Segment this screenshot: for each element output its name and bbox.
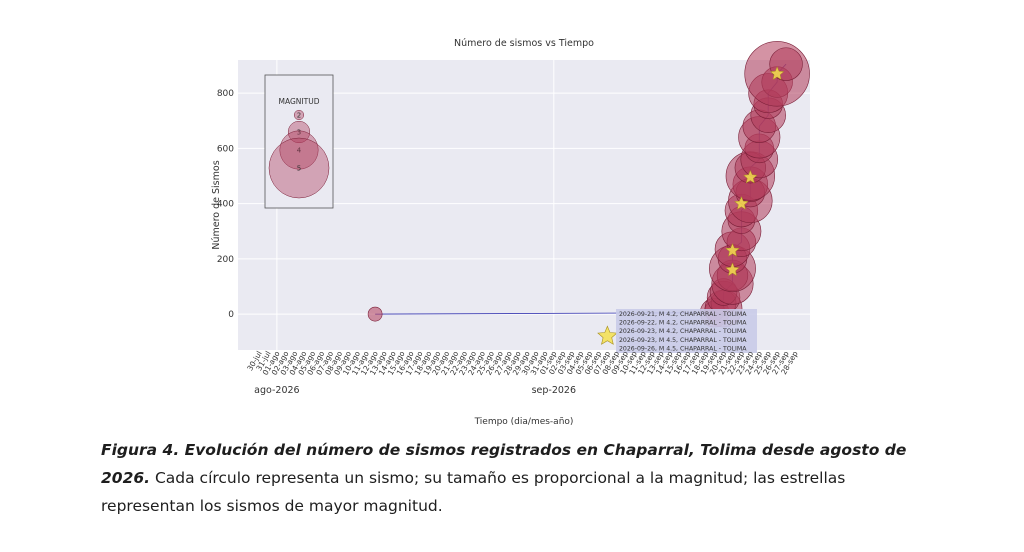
- legend-star: [597, 325, 618, 345]
- y-tick-label: 0: [228, 310, 234, 320]
- y-tick-label: 200: [217, 255, 234, 265]
- annotation-line: 2026-09-21, M 4.2, CHAPARRAL - TOLIMA: [619, 311, 747, 318]
- y-axis-label: Número de Sismos: [211, 160, 222, 249]
- legend-circle: [279, 130, 319, 170]
- legend-label: 4: [297, 147, 302, 155]
- x-tick-labels: 30-jul31-jul01-ago02-ago03-ago04-ago05-a…: [245, 349, 799, 396]
- legend-circle: [287, 120, 311, 144]
- legend-label: 3: [297, 129, 301, 137]
- chart-title: Número de sismos vs Tiempo: [454, 38, 594, 49]
- seismic-chart: Número de sismos vs Tiempo MAGNITUD2345 …: [211, 38, 810, 427]
- month-label: sep-2026: [532, 385, 576, 396]
- caption-title: Figura 4. Evolución del número de sismos…: [101, 441, 907, 487]
- y-tick-label: 800: [217, 89, 234, 99]
- legend-label: 5: [297, 165, 301, 173]
- legend-circle: [268, 137, 330, 199]
- figure-caption: Figura 4. Evolución del número de sismos…: [101, 436, 931, 520]
- y-tick-labels: 0 200 400 600 800: [217, 89, 234, 320]
- y-tick-label: 600: [217, 144, 234, 154]
- x-axis-label: Tiempo (dia/mes-año): [474, 417, 574, 427]
- y-tick-label: 400: [217, 200, 234, 210]
- star-marker: [743, 169, 758, 184]
- seismic-point: [367, 306, 383, 322]
- caption-text: Cada círculo representa un sismo; su tam…: [101, 469, 846, 515]
- legend-circle: [293, 109, 305, 121]
- star-marker: [725, 242, 740, 257]
- month-label: ago-2026: [254, 385, 299, 396]
- star-marker: [769, 66, 785, 81]
- data-marks: [367, 41, 810, 345]
- annotation-background: [616, 309, 757, 353]
- annotation-line: 2026-09-22, M 4.2, CHAPARRAL - TOLIMA: [619, 320, 747, 327]
- star-marker: [725, 262, 740, 277]
- legend-label: 2: [297, 112, 301, 120]
- star-marker: [734, 195, 749, 210]
- annotation-line: 2026-09-26, M 4.5, CHAPARRAL - TOLIMA: [619, 345, 747, 352]
- annotation-line: 2026-09-23, M 4.2, CHAPARRAL - TOLIMA: [619, 328, 747, 335]
- annotation-line: 2026-09-23, M 4.5, CHAPARRAL - TOLIMA: [619, 337, 747, 344]
- magnitude-legend: MAGNITUD 2 3 4 5: [264, 74, 334, 209]
- annotation-box: 2026-09-21, M 4.2, CHAPARRAL - TOLIMA 202…: [616, 309, 757, 353]
- legend-frame: [264, 74, 334, 209]
- legend-title: MAGNITUD: [279, 97, 320, 106]
